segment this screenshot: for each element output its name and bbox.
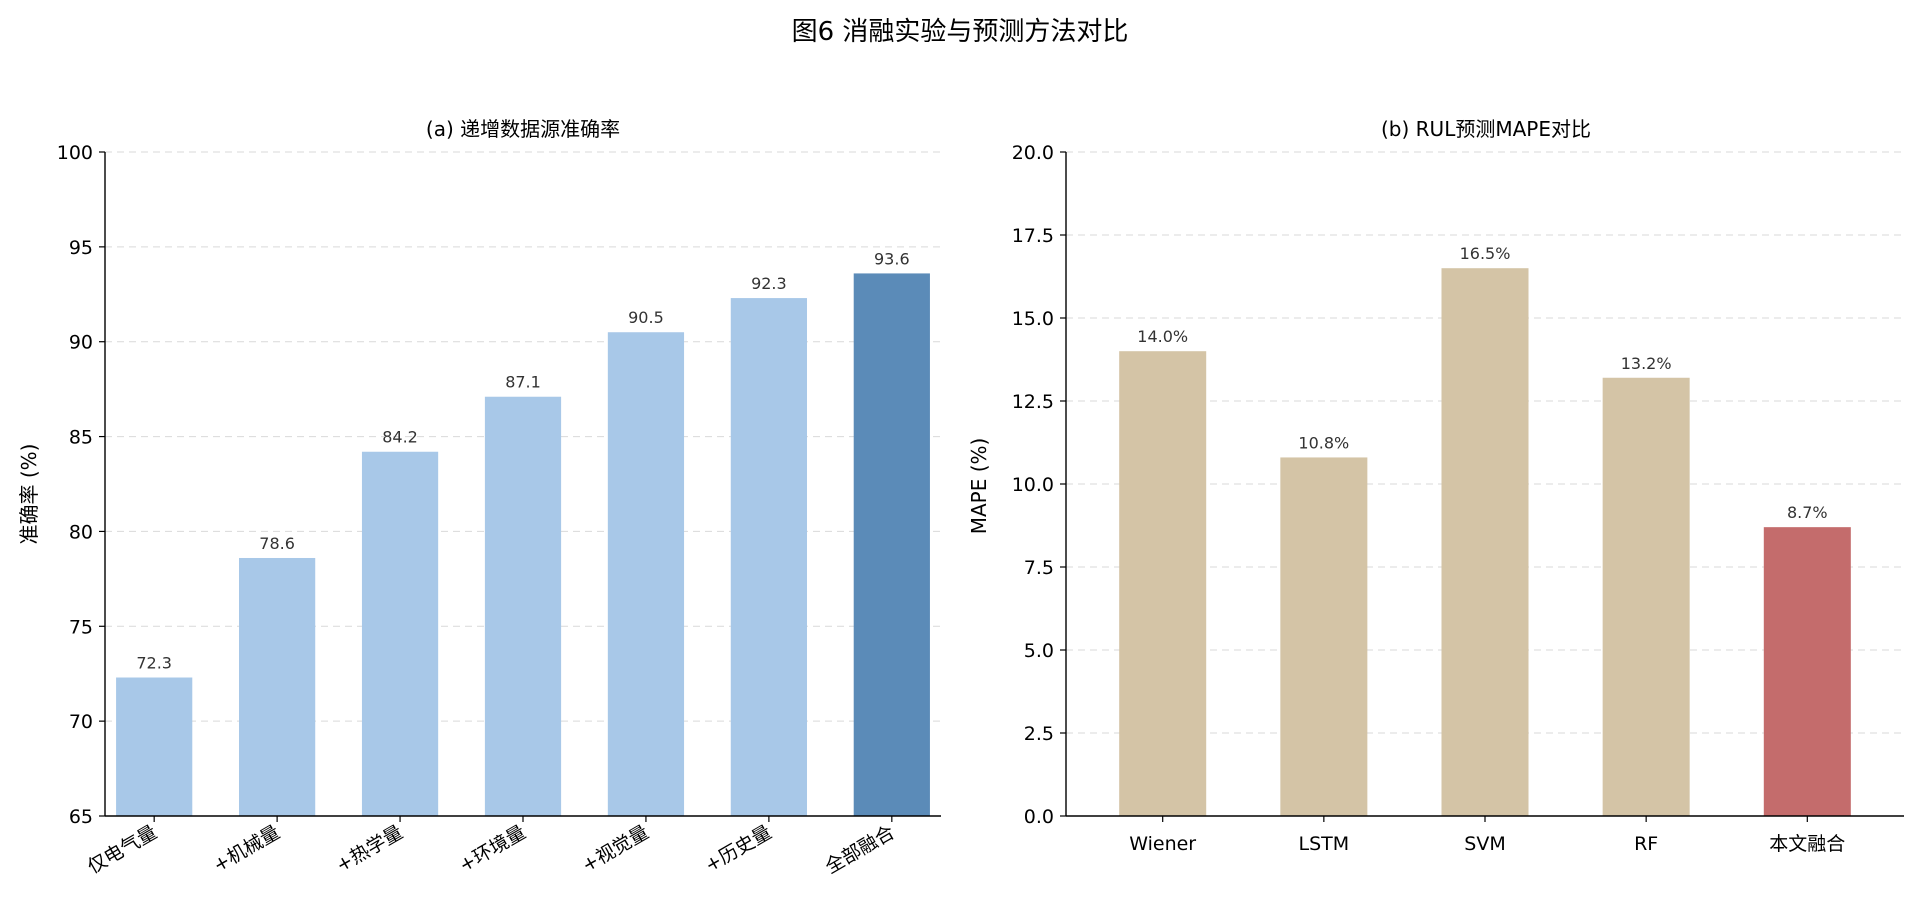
panel-a-y-tick-label: 75 (69, 616, 93, 638)
panel-b-bar (1441, 268, 1529, 816)
panel-b-bar (1763, 527, 1851, 816)
panel-a-value-label: 84.2 (382, 428, 418, 447)
panel-a-bars (116, 273, 930, 817)
panel-b-value-label: 13.2% (1621, 354, 1672, 373)
panel-a-x-tick-label: +机械量 (209, 821, 283, 877)
panel-b-ylabel: MAPE (%) (967, 438, 991, 535)
panel-b-x-tick-label: RF (1634, 833, 1658, 855)
panel-a-x-tick-label: +历史量 (701, 821, 775, 877)
panel-b-value-label: 14.0% (1137, 327, 1188, 346)
panel-a-bar (484, 396, 562, 816)
panel-b-ticks: 0.0 2.5 5.0 7.5 10.0 12.5 15.0 17.5 20.0 Wiener LS… (1012, 142, 1846, 855)
panel-a-x-tick-label: 仅电气量 (84, 821, 161, 878)
panel-a-x-tick-label: +视觉量 (578, 821, 652, 877)
panel-a-x-tick-label: +热学量 (332, 821, 406, 877)
panel-a-ylabel: 准确率 (%) (17, 444, 41, 545)
panel-a-bar (361, 451, 439, 816)
panel-b-value-label: 10.8% (1298, 433, 1349, 452)
panel-a-bar (853, 273, 930, 817)
figure-suptitle: 图6 消融实验与预测方法对比 (792, 17, 1129, 47)
panel-a-value-label: 72.3 (136, 654, 172, 673)
panel-b-y-tick-label: 2.5 (1024, 723, 1054, 745)
panel-b: (b) RUL预测MAPE对比 MAPE (%) 14.0% 10.8% 16.5%… (967, 117, 1904, 855)
panel-a-value-label: 92.3 (751, 274, 787, 293)
panel-a-y-tick-label: 70 (69, 711, 93, 733)
panel-b-x-tick-label: Wiener (1129, 833, 1196, 855)
panel-a-bar (730, 298, 807, 817)
panel-a-y-tick-label: 90 (69, 332, 93, 354)
panel-b-y-tick-label: 5.0 (1024, 640, 1054, 662)
panel-b-y-tick-label: 10.0 (1012, 474, 1054, 496)
panel-a-value-labels: 72.3 78.6 84.2 87.1 90.5 92.3 93.6 (136, 249, 909, 672)
panel-b-y-tick-label: 0.0 (1024, 806, 1054, 828)
panel-a-value-label: 87.1 (505, 373, 541, 392)
panel-b-value-labels: 14.0% 10.8% 16.5% 13.2% 8.7% (1137, 244, 1827, 522)
panel-a-y-tick-label: 85 (69, 427, 93, 449)
panel-b-y-tick-label: 7.5 (1024, 557, 1054, 579)
panel-a-bar (607, 332, 685, 816)
panel-a-value-label: 90.5 (628, 308, 664, 327)
panel-a-y-tick-label: 80 (69, 521, 93, 543)
panel-b-value-label: 16.5% (1460, 244, 1511, 263)
panel-b-bar (1602, 377, 1690, 816)
panel-a-bar (239, 557, 316, 816)
panel-a-bar (116, 677, 193, 816)
panel-a-x-tick-label: 全部融合 (821, 821, 898, 878)
panel-b-y-tick-label: 15.0 (1012, 308, 1054, 330)
panel-b-y-tick-label: 12.5 (1012, 391, 1054, 413)
panel-b-value-label: 8.7% (1787, 503, 1828, 522)
panel-a-y-tick-label: 65 (69, 806, 93, 828)
panel-a-y-tick-label: 95 (69, 237, 93, 259)
panel-b-y-tick-label: 20.0 (1012, 142, 1054, 164)
panel-a-x-tick-label: +环境量 (455, 821, 529, 877)
panel-b-title: (b) RUL预测MAPE对比 (1381, 117, 1591, 141)
panel-a-value-label: 78.6 (259, 534, 295, 553)
panel-b-x-tick-label: 本文融合 (1769, 833, 1845, 855)
panel-a-title: (a) 递增数据源准确率 (426, 117, 620, 141)
panel-b-bars (1119, 268, 1851, 816)
panel-a-value-label: 93.6 (874, 249, 910, 268)
panel-b-x-tick-label: LSTM (1299, 833, 1350, 855)
panel-b-y-tick-label: 17.5 (1012, 225, 1054, 247)
panel-b-x-tick-label: SVM (1464, 833, 1505, 855)
panel-b-bar (1280, 457, 1368, 816)
panel-b-bar (1119, 351, 1207, 816)
panel-a-y-tick-label: 100 (57, 142, 93, 164)
panel-a: (a) 递增数据源准确率 准确率 (%) 72.3 78.6 84.2 87.1 90.… (17, 117, 941, 878)
